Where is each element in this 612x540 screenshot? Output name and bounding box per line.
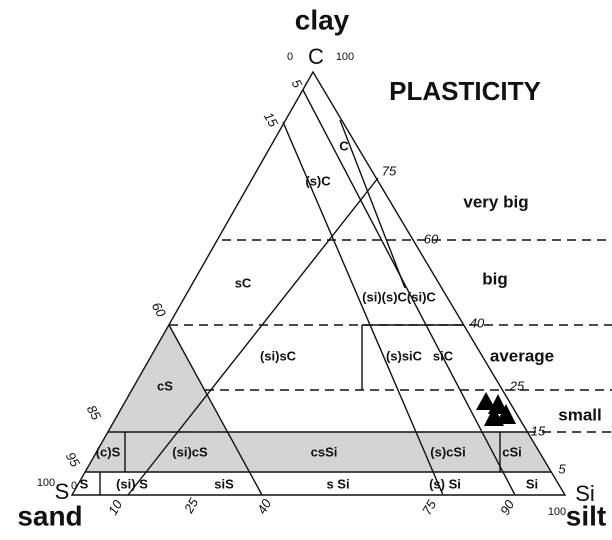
corner-max: 100 [548,506,566,518]
region-label: C [339,138,349,153]
region-label: (c)S [96,444,121,459]
region-label: (s)siC [386,348,423,363]
region-label: (si)sC [260,348,297,363]
scale-tick: 25 [509,378,525,393]
corner-symbol: Si [575,481,595,506]
region-label: (s)cSi [430,444,465,459]
corner-min: 0 [287,51,293,63]
region-label: s Si [326,476,349,491]
corner-symbol: S [55,479,70,504]
corner-name: silt [566,500,606,531]
scale-tick: 60 [424,231,439,246]
scale-tick: 25 [180,495,201,517]
scale-tick: 85 [84,402,105,423]
scale-tick: 15 [261,109,282,130]
region-label: siC [433,348,454,363]
title: PLASTICITY [389,76,541,106]
region-label: (s) Si [429,476,461,491]
scale-tick: 60 [149,299,170,320]
region-label: csSi [311,444,338,459]
scale-tick: 95 [63,449,84,470]
corner-max: 100 [37,477,55,489]
corner-name: clay [295,4,350,35]
plasticity-level: small [558,405,601,424]
scale-tick: 40 [470,315,485,330]
region-label: (si)cS [172,444,208,459]
sample-markers [476,392,516,426]
region-label: cSi [502,444,522,459]
scale-tick: 5 [558,461,566,476]
scale-tick: 75 [382,163,397,178]
plasticity-level: very big [463,192,528,211]
corner-name: sand [17,500,82,531]
division-line [302,89,516,496]
plasticity-level: big [482,269,508,288]
region-label: (si) S [116,476,148,491]
division-line [282,121,444,496]
region-label: siS [214,476,234,491]
scale-tick: 10 [105,497,126,518]
region-label: cS [157,378,173,393]
region-label: (s)C [305,173,331,188]
division-line [168,324,263,496]
plasticity-level: average [490,346,554,365]
corner-symbol: C [308,44,324,69]
corner-max: 100 [336,51,354,63]
division-line [127,177,379,496]
scale-tick: 75 [419,497,440,518]
region-label: sC [235,275,252,290]
division-line [339,119,406,289]
region-label: S [80,476,89,491]
scale-tick: 40 [254,496,275,517]
corner-min: 0 [71,480,77,492]
scale-tick: 15 [531,423,546,438]
triangle [70,70,567,496]
region-label: Si [526,476,538,491]
shaded-area [85,325,551,472]
scale-tick: 90 [497,497,518,518]
region-label: (si)(s)C(si)C [362,289,436,304]
